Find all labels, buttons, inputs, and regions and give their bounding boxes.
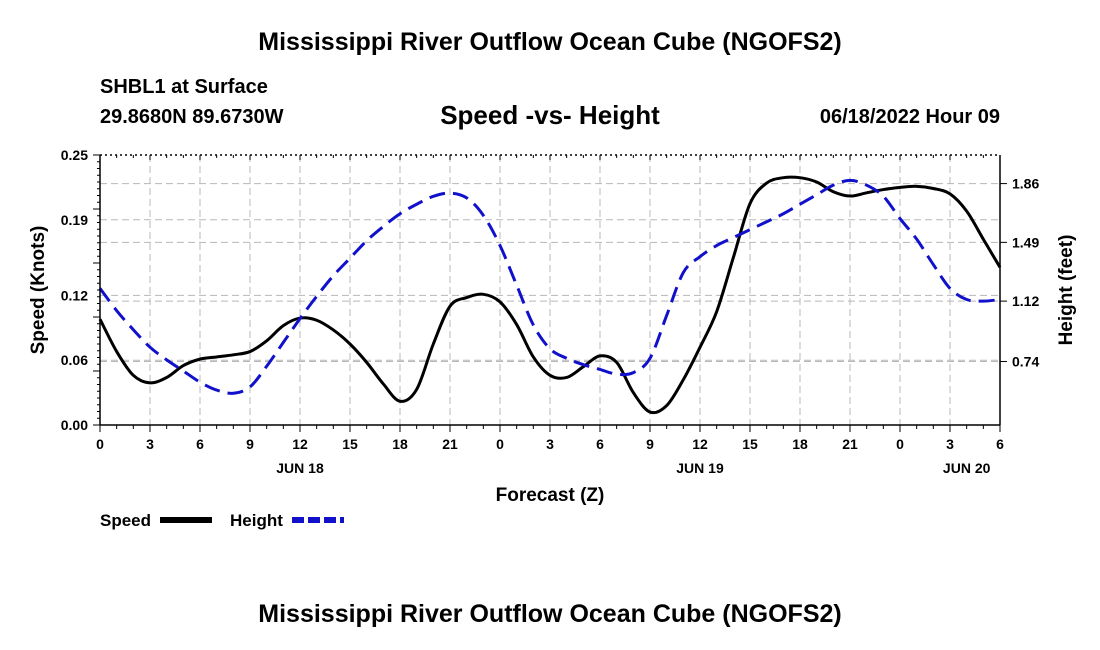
x-tick-label: 6 <box>196 436 204 452</box>
x-tick-label: 6 <box>596 436 604 452</box>
axis-labels: 0 3 6 9 12 15 18 21 0 3 6 9 12 15 18 21 0 3 6 JUN 18 JUN 19 J… <box>28 147 1077 506</box>
x-tick-label: 3 <box>146 436 154 452</box>
x-tick-label: 21 <box>442 436 458 452</box>
x-tick-label: 18 <box>792 436 808 452</box>
x-tick-label: 18 <box>392 436 408 452</box>
legend: Speed Height <box>100 511 344 530</box>
plot-frame <box>93 154 1007 432</box>
y-left-tick-label: 0.00 <box>61 417 88 433</box>
grid <box>100 155 1000 425</box>
series-line-speed <box>98 175 1002 415</box>
station-label: SHBL1 at Surface <box>100 76 268 98</box>
x-tick-label: 9 <box>646 436 654 452</box>
series-line-height <box>98 178 1001 395</box>
forecast-datetime: 06/18/2022 Hour 09 <box>819 106 1000 128</box>
y-left-tick-label: 0.19 <box>61 212 88 228</box>
x-day-label: JUN 18 <box>276 460 324 476</box>
y-left-axis-title: Speed (Knots) <box>28 226 49 355</box>
legend-label-height: Height <box>230 511 283 530</box>
x-tick-label: 21 <box>842 436 858 452</box>
y-left-tick-label: 0.12 <box>61 287 88 303</box>
footer-title: Mississippi River Outflow Ocean Cube (NG… <box>258 600 842 628</box>
x-day-label: JUN 20 <box>943 460 991 476</box>
chart-title: Mississippi River Outflow Ocean Cube (NG… <box>258 28 842 56</box>
y-left-tick-label: 0.25 <box>61 147 88 163</box>
x-tick-label: 3 <box>946 436 954 452</box>
series <box>98 175 1002 415</box>
station-coordinates: 29.8680N 89.6730W <box>100 106 284 128</box>
x-tick-label: 3 <box>546 436 554 452</box>
x-tick-label: 12 <box>292 436 308 452</box>
x-tick-label: 15 <box>742 436 758 452</box>
x-tick-label: 9 <box>246 436 254 452</box>
y-right-tick-label: 1.49 <box>1012 234 1039 250</box>
x-tick-label: 0 <box>96 436 104 452</box>
y-right-tick-label: 0.74 <box>1012 353 1039 369</box>
x-tick-label: 12 <box>692 436 708 452</box>
y-right-axis-title: Height (feet) <box>1056 235 1077 346</box>
x-tick-label: 0 <box>896 436 904 452</box>
y-right-tick-label: 1.12 <box>1012 293 1039 309</box>
x-tick-label: 6 <box>996 436 1004 452</box>
legend-label-speed: Speed <box>100 511 151 530</box>
x-tick-label: 15 <box>342 436 358 452</box>
x-day-label: JUN 19 <box>676 460 724 476</box>
y-left-tick-label: 0.06 <box>61 352 88 368</box>
chart-subtitle: Speed -vs- Height <box>440 100 660 130</box>
y-right-tick-label: 1.86 <box>1012 176 1039 192</box>
x-axis-title: Forecast (Z) <box>496 485 605 506</box>
x-tick-label: 0 <box>496 436 504 452</box>
